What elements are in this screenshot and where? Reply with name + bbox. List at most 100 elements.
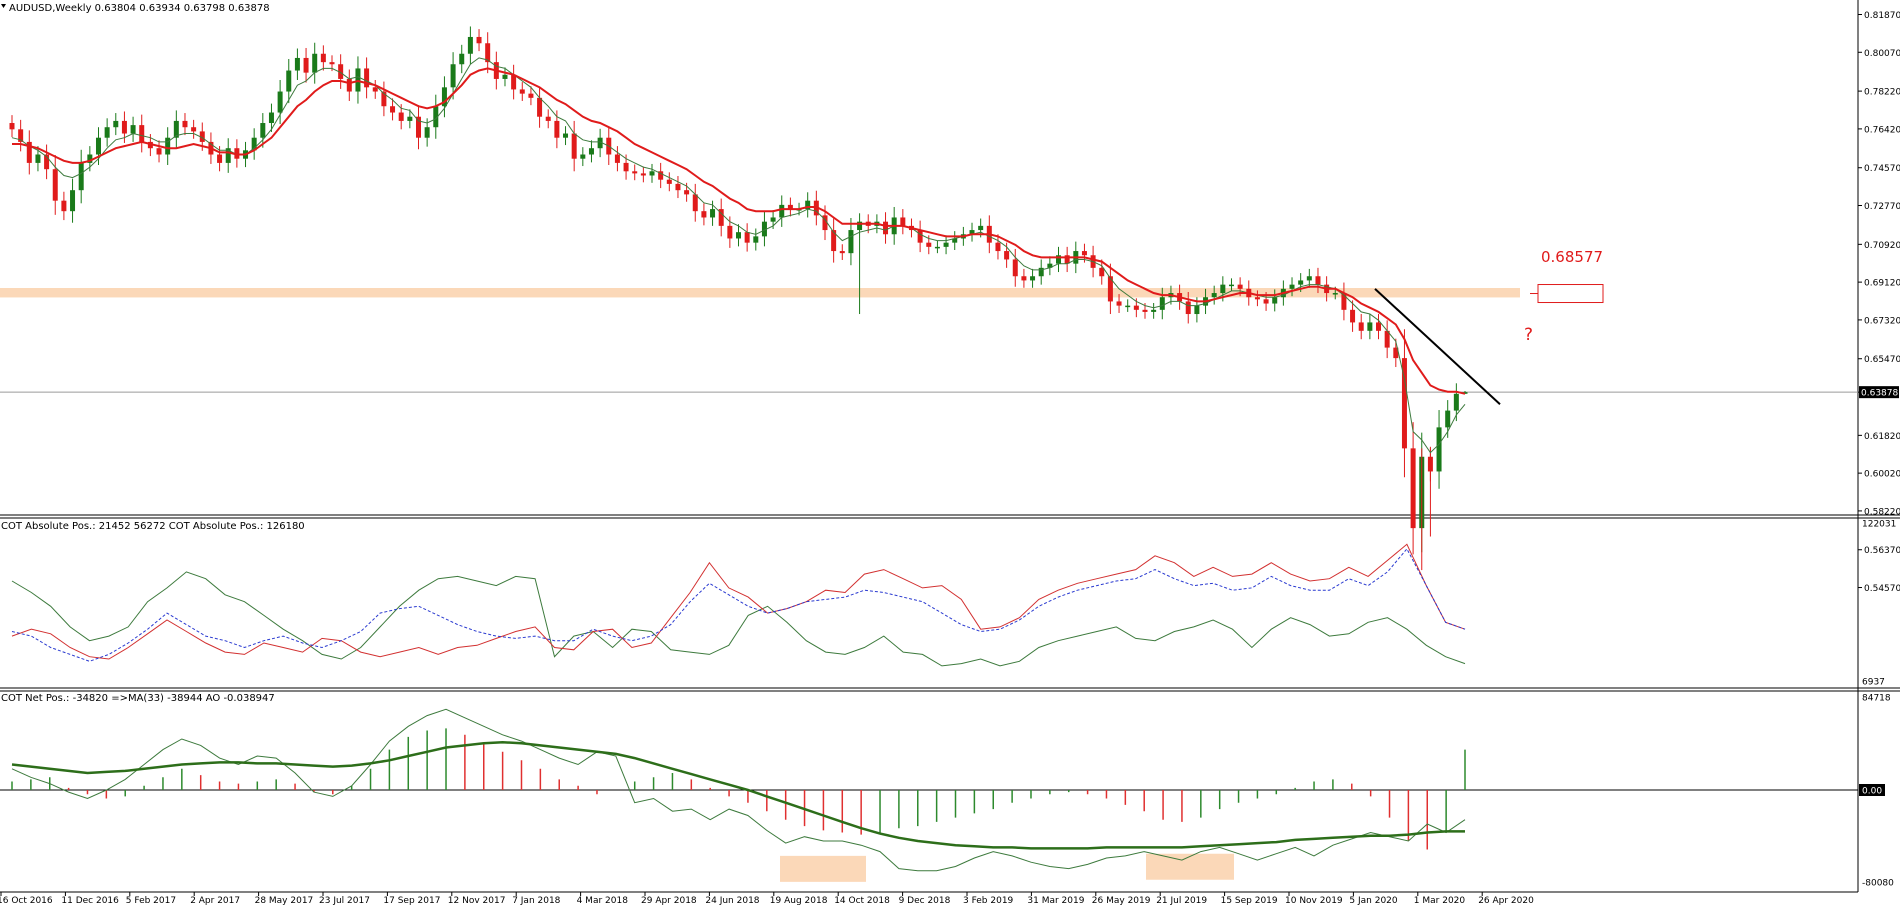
x-axis-tick-label: 23 Jul 2017 (319, 896, 370, 906)
candle-body (407, 116, 413, 121)
candle-body (364, 68, 370, 88)
price-y-tick-label: 0.67320 (1864, 316, 1900, 326)
candle-body (744, 232, 750, 243)
cot-net-y-tick-label: 84718 (1862, 694, 1891, 704)
cot-abs-red-line (11, 543, 1466, 660)
x-axis-tick-label: 28 May 2017 (255, 896, 314, 906)
candle-body (934, 246, 940, 249)
cot-net-zone-2 (1146, 853, 1234, 880)
candle-body (571, 133, 577, 159)
candle-body (415, 116, 421, 138)
candle-body (761, 221, 767, 237)
cot-absolute-lines-layer (11, 543, 1466, 667)
zones-layer (0, 287, 1520, 882)
cot-net-ma-line (11, 740, 1465, 850)
price-y-tick-label: 0.61820 (1864, 432, 1900, 442)
candle-body (1306, 276, 1312, 281)
candle-body (563, 133, 569, 138)
candle-body (87, 154, 93, 163)
candle-body (225, 148, 231, 163)
price-y-tick-label: 0.56370 (1864, 546, 1900, 556)
candle-body (1012, 259, 1018, 277)
x-axis-tick-label: 5 Feb 2017 (126, 896, 176, 906)
candle-body (623, 162, 629, 172)
candle-body (1367, 322, 1373, 331)
candle-body (787, 204, 793, 210)
candle-body (588, 148, 594, 155)
candle-body (710, 209, 716, 218)
x-axis-tick-label: 26 Apr 2020 (1478, 896, 1534, 906)
candle-body (312, 53, 318, 73)
price-y-tick-label: 0.54570 (1864, 584, 1900, 594)
current-price-label: 0.63878 (1861, 389, 1898, 399)
candle-body (303, 57, 309, 73)
candle-body (372, 87, 378, 92)
x-axis-tick-label: 2 Apr 2017 (190, 896, 240, 906)
price-panel-header: AUDUSD,Weekly 0.63804 0.63934 0.63798 0.… (9, 3, 270, 14)
candle-body (1401, 358, 1407, 449)
candle-body (692, 194, 698, 212)
candle-body (1038, 267, 1044, 277)
x-axis-tick-label: 11 Dec 2016 (61, 896, 119, 906)
candle-body (684, 190, 690, 195)
candle-body (1263, 299, 1269, 304)
candle-body (1185, 301, 1191, 315)
candle-body (545, 116, 551, 121)
price-y-tick-label: 0.78220 (1864, 88, 1900, 98)
candle-body (260, 123, 266, 138)
x-axis-tick-label: 24 Jun 2018 (705, 896, 759, 906)
x-axis-tick-label: 4 Mar 2018 (577, 896, 629, 906)
price-y-tick-label: 0.70920 (1864, 241, 1900, 251)
question-mark-annotation: ? (1524, 325, 1533, 345)
candle-body (978, 225, 984, 231)
candle-body (199, 131, 205, 142)
price-y-tick-label: 0.65470 (1864, 355, 1900, 365)
candle-body (338, 64, 344, 79)
candle-body (459, 53, 465, 65)
candle-body (831, 230, 837, 252)
cot-net-zone-1 (780, 855, 866, 882)
candle-body (1410, 448, 1416, 529)
candle-body (113, 120, 119, 128)
candle-body (528, 93, 534, 98)
candle-body (26, 141, 32, 163)
cot-abs-panel-header: COT Absolute Pos.: 21452 56272 COT Absol… (1, 521, 305, 532)
candle-body (1081, 251, 1087, 256)
candle-body (701, 211, 707, 218)
candle-body (294, 57, 300, 71)
candle-body (718, 209, 724, 226)
cot-abs-y-tick-label: 122031 (1862, 520, 1896, 530)
candle-body (1332, 293, 1338, 295)
candle-body (1125, 305, 1131, 308)
candle-body (770, 217, 776, 222)
cot-net-zero-label-bg (1859, 784, 1885, 796)
price-y-tick-label: 0.74570 (1864, 164, 1900, 174)
trendline (1374, 288, 1501, 406)
candle-body (848, 230, 854, 254)
candle-body (61, 200, 67, 212)
current-price-label-bg (1859, 386, 1899, 399)
candle-body (1393, 347, 1399, 359)
price-y-tick-label: 0.76420 (1864, 125, 1900, 135)
candle-body (398, 112, 404, 121)
candle-body (614, 154, 620, 163)
candle-body (1272, 297, 1278, 304)
candle-body (1211, 293, 1217, 298)
candle-body (165, 137, 171, 155)
candle-body (943, 242, 949, 247)
chart-menu-triangle-icon[interactable] (1, 4, 6, 8)
x-axis-tick-label: 15 Sep 2019 (1221, 896, 1278, 906)
ma-slow-line (12, 67, 1466, 395)
support-zone (0, 287, 1520, 298)
candle-body (1021, 276, 1027, 281)
candle-body (1142, 309, 1148, 312)
price-y-tick-label: 0.60020 (1864, 470, 1900, 480)
reference-lines (0, 284, 1858, 791)
cot-net-y-tick-label: -80080 (1862, 879, 1894, 889)
candle-body (485, 43, 491, 63)
candle-body (156, 148, 162, 155)
candle-body (173, 120, 179, 138)
x-axis-tick-label: 16 Oct 2016 (0, 896, 53, 906)
price-y-tick-label: 0.80070 (1864, 49, 1900, 59)
